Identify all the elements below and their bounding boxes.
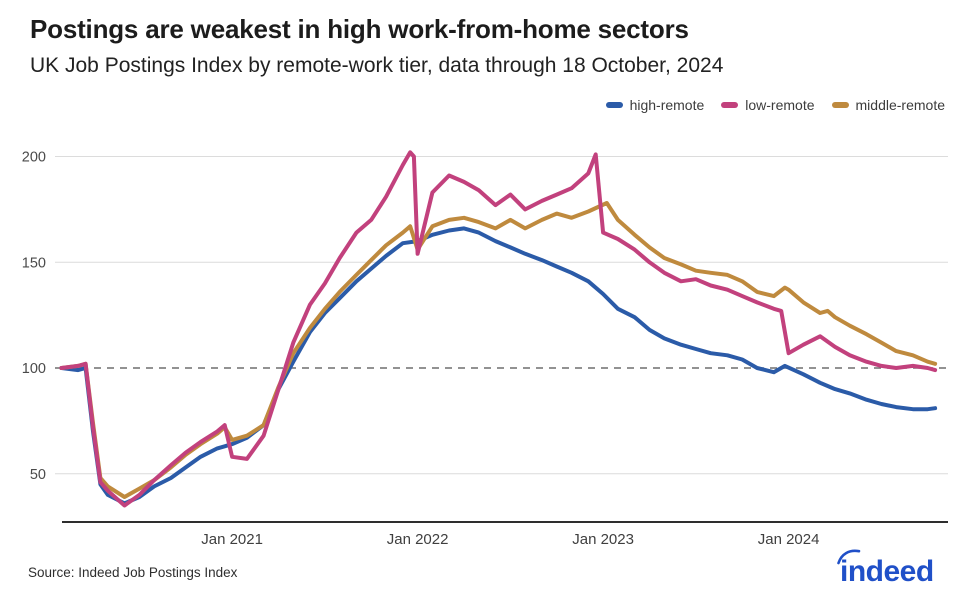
y-tick-label: 200 <box>22 150 46 166</box>
x-tick-label: Jan 2021 <box>201 531 263 548</box>
chart-title: Postings are weakest in high work-from-h… <box>30 14 689 44</box>
legend-label-high-remote: high-remote <box>629 97 705 113</box>
legend-item-middle-remote: middle-remote <box>831 97 945 113</box>
y-tick-label: 100 <box>22 361 46 377</box>
x-tick-label: Jan 2022 <box>387 531 449 548</box>
y-tick-label: 50 <box>30 467 46 483</box>
source-note: Source: Indeed Job Postings Index <box>28 565 238 580</box>
legend-label-low-remote: low-remote <box>745 97 815 113</box>
legend-label-middle-remote: middle-remote <box>855 97 945 113</box>
legend-item-high-remote: high-remote <box>605 97 705 113</box>
legend: high-remote low-remote middle-remote <box>605 97 945 113</box>
series-line-high-remote <box>59 226 938 506</box>
legend-swatch-high-remote <box>605 102 623 108</box>
indeed-logo-text: indeed <box>840 555 934 588</box>
indeed-logo-arc <box>837 549 861 565</box>
legend-item-low-remote: low-remote <box>721 97 815 113</box>
y-tick-label: 150 <box>22 255 46 271</box>
x-tick-label: Jan 2024 <box>758 531 820 548</box>
indeed-logo: indeed <box>837 549 934 588</box>
x-tick-label: Jan 2023 <box>572 531 634 548</box>
legend-swatch-middle-remote <box>831 102 849 108</box>
legend-swatch-low-remote <box>721 102 739 108</box>
chart-subtitle: UK Job Postings Index by remote-work tie… <box>30 54 724 77</box>
series-line-low-remote <box>59 150 938 508</box>
series-line-middle-remote <box>59 201 938 499</box>
